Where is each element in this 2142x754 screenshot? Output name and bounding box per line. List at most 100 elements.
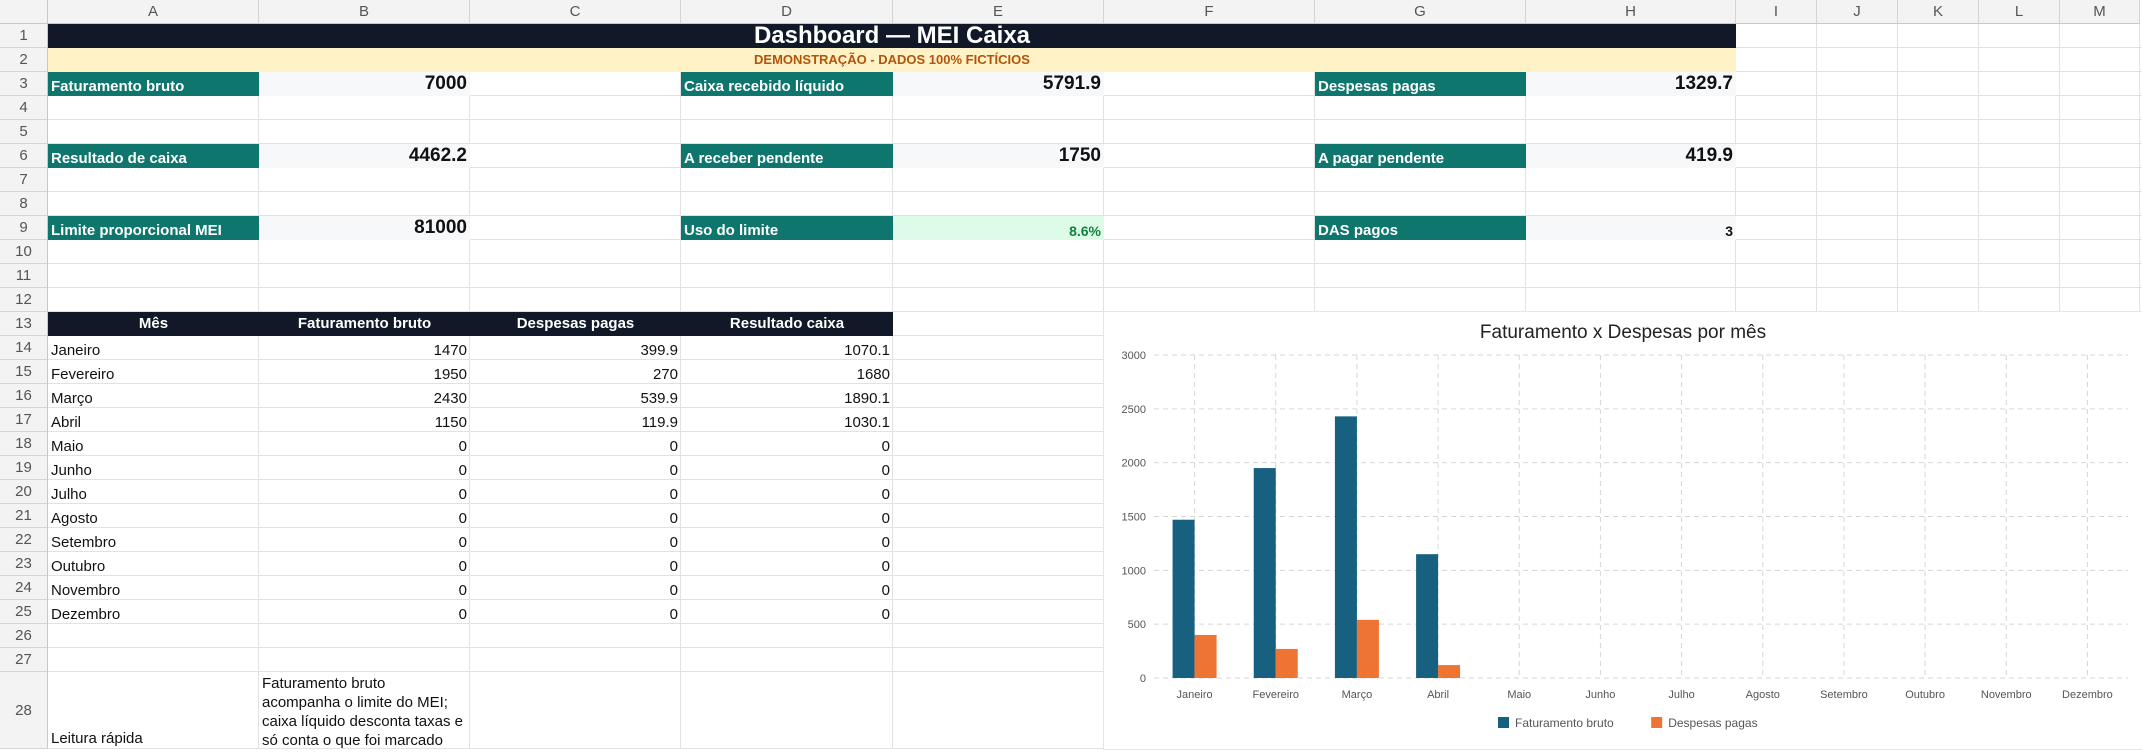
column-header-J[interactable]: J	[1817, 0, 1898, 24]
row-header-21[interactable]: 21	[0, 504, 48, 528]
column-header-K[interactable]: K	[1898, 0, 1979, 24]
table-header-cell[interactable]: Faturamento bruto	[259, 312, 470, 336]
row-header-12[interactable]: 12	[0, 288, 48, 312]
table-value-cell[interactable]: 0	[458, 510, 467, 527]
kpi-value-resultado[interactable]: 4462.2	[259, 144, 470, 168]
table-value-cell[interactable]: 0	[881, 582, 890, 599]
table-value-cell[interactable]: 0	[881, 438, 890, 455]
row-header-4[interactable]: 4	[0, 96, 48, 120]
table-value-cell[interactable]: 0	[669, 438, 678, 455]
row-header-14[interactable]: 14	[0, 336, 48, 360]
kpi-label-limite[interactable]: Limite proporcional MEI	[48, 216, 259, 240]
column-header-F[interactable]: F	[1104, 0, 1315, 24]
table-value-cell[interactable]: 0	[458, 486, 467, 503]
table-value-cell[interactable]: 0	[881, 510, 890, 527]
kpi-label-caixa[interactable]: Caixa recebido líquido	[681, 72, 893, 96]
table-header-cell[interactable]: Despesas pagas	[470, 312, 681, 336]
row-header-5[interactable]: 5	[0, 120, 48, 144]
row-header-26[interactable]: 26	[0, 624, 48, 648]
table-month-cell[interactable]: Setembro	[51, 534, 117, 551]
table-value-cell[interactable]: 399.9	[640, 342, 678, 359]
table-value-cell[interactable]: 0	[458, 606, 467, 623]
note-text[interactable]: Faturamento bruto acompanha o limite do …	[262, 675, 463, 749]
table-value-cell[interactable]: 270	[652, 366, 678, 383]
kpi-label-pagar[interactable]: A pagar pendente	[1315, 144, 1526, 168]
row-header-6[interactable]: 6	[0, 144, 48, 168]
table-value-cell[interactable]: 2430	[433, 390, 467, 407]
table-value-cell[interactable]: 0	[669, 486, 678, 503]
kpi-label-receber[interactable]: A receber pendente	[681, 144, 893, 168]
column-header-A[interactable]: A	[48, 0, 259, 24]
kpi-value-pagar[interactable]: 419.9	[1526, 144, 1736, 168]
kpi-value-caixa[interactable]: 5791.9	[893, 72, 1104, 96]
table-month-cell[interactable]: Novembro	[51, 582, 121, 599]
column-header-E[interactable]: E	[893, 0, 1104, 24]
table-value-cell[interactable]: 0	[669, 462, 678, 479]
table-value-cell[interactable]: 0	[881, 606, 890, 623]
table-value-cell[interactable]: 0	[881, 534, 890, 551]
select-all-corner[interactable]	[0, 0, 48, 24]
row-header-7[interactable]: 7	[0, 168, 48, 192]
table-value-cell[interactable]: 119.9	[641, 414, 678, 431]
chart-container[interactable]: Faturamento x Despesas por mês 0 500 1000 15…	[1104, 312, 2142, 749]
column-header-D[interactable]: D	[681, 0, 893, 24]
table-value-cell[interactable]: 1890.1	[844, 390, 890, 407]
kpi-value-limite[interactable]: 81000	[259, 216, 470, 240]
kpi-label-resultado[interactable]: Resultado de caixa	[48, 144, 259, 168]
column-header-M[interactable]: M	[2060, 0, 2140, 24]
table-header-cell[interactable]: Resultado caixa	[681, 312, 893, 336]
table-month-cell[interactable]: Janeiro	[51, 342, 101, 359]
table-value-cell[interactable]: 1070.1	[844, 342, 890, 359]
table-value-cell[interactable]: 0	[669, 606, 678, 623]
table-value-cell[interactable]: 0	[881, 462, 890, 479]
column-header-G[interactable]: G	[1315, 0, 1526, 24]
kpi-label-despesas[interactable]: Despesas pagas	[1315, 72, 1526, 96]
kpi-value-despesas[interactable]: 1329.7	[1526, 72, 1736, 96]
row-header-3[interactable]: 3	[0, 72, 48, 96]
note-label[interactable]: Leitura rápida	[51, 730, 143, 747]
row-header-22[interactable]: 22	[0, 528, 48, 552]
table-value-cell[interactable]: 0	[669, 558, 678, 575]
table-value-cell[interactable]: 1150	[434, 414, 467, 431]
row-header-27[interactable]: 27	[0, 648, 48, 672]
demo-note[interactable]: DEMONSTRAÇÃO - DADOS 100% FICTÍCIOS	[48, 48, 1736, 72]
table-month-cell[interactable]: Maio	[51, 438, 84, 455]
row-header-10[interactable]: 10	[0, 240, 48, 264]
row-header-16[interactable]: 16	[0, 384, 48, 408]
table-month-cell[interactable]: Março	[51, 390, 93, 407]
table-month-cell[interactable]: Fevereiro	[51, 366, 115, 383]
row-header-28[interactable]: 28	[0, 672, 48, 749]
table-month-cell[interactable]: Abril	[51, 414, 82, 431]
table-month-cell[interactable]: Outubro	[51, 558, 106, 575]
column-header-C[interactable]: C	[470, 0, 681, 24]
column-header-I[interactable]: I	[1736, 0, 1817, 24]
row-header-1[interactable]: 1	[0, 24, 48, 48]
kpi-label-uso[interactable]: Uso do limite	[681, 216, 893, 240]
table-header-cell[interactable]: Mês	[48, 312, 259, 336]
kpi-value-faturamento[interactable]: 7000	[259, 72, 470, 96]
table-value-cell[interactable]: 539.9	[640, 390, 678, 407]
kpi-value-das[interactable]: 3	[1526, 216, 1736, 240]
table-value-cell[interactable]: 1030.1	[844, 414, 890, 431]
row-header-15[interactable]: 15	[0, 360, 48, 384]
row-header-13[interactable]: 13	[0, 312, 48, 336]
table-value-cell[interactable]: 0	[458, 534, 467, 551]
column-header-B[interactable]: B	[259, 0, 470, 24]
row-header-25[interactable]: 25	[0, 600, 48, 624]
table-value-cell[interactable]: 0	[669, 510, 678, 527]
row-header-18[interactable]: 18	[0, 432, 48, 456]
table-month-cell[interactable]: Agosto	[51, 510, 98, 527]
row-header-20[interactable]: 20	[0, 480, 48, 504]
table-value-cell[interactable]: 0	[458, 462, 467, 479]
table-month-cell[interactable]: Junho	[51, 462, 92, 479]
row-header-2[interactable]: 2	[0, 48, 48, 72]
bar-chart[interactable]: Faturamento x Despesas por mês 0 500 1000 15…	[1104, 312, 2142, 749]
table-value-cell[interactable]: 1680	[856, 366, 890, 383]
column-header-H[interactable]: H	[1526, 0, 1736, 24]
table-value-cell[interactable]: 1950	[433, 366, 467, 383]
row-header-17[interactable]: 17	[0, 408, 48, 432]
table-value-cell[interactable]: 0	[881, 558, 890, 575]
row-header-9[interactable]: 9	[0, 216, 48, 240]
row-header-8[interactable]: 8	[0, 192, 48, 216]
